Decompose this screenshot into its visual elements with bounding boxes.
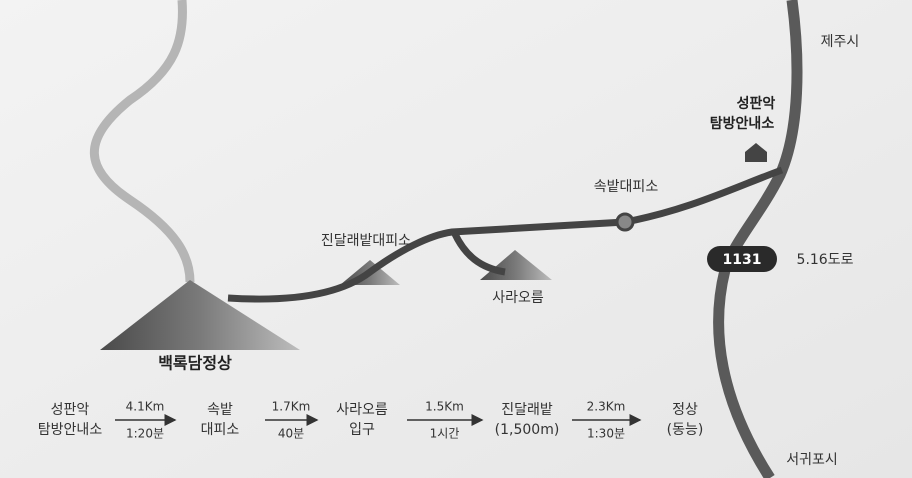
road-number: 1131: [723, 252, 762, 268]
shelter-node: [615, 212, 635, 232]
route-stop: (1,500m): [495, 422, 560, 438]
leg-time: 40분: [278, 427, 304, 441]
place-label: 백록담정상: [158, 354, 232, 373]
route-stop: 속밭: [207, 402, 233, 418]
trail-branch: [451, 232, 506, 276]
place-label: 5.16도로: [797, 252, 854, 268]
route-stop: 입구: [349, 422, 375, 438]
leg-time: 1:30분: [587, 427, 625, 441]
road-badge: [707, 246, 777, 272]
summit-mountain: [100, 280, 300, 350]
house-icon: [745, 143, 767, 162]
leg-distance: 1.7Km: [272, 400, 311, 414]
place-label: 탐방안내소: [710, 115, 775, 132]
route-stop: 대피소: [201, 422, 240, 438]
place-label: 사라오름: [492, 290, 544, 306]
route-stop: (동능): [667, 422, 704, 438]
place-label: 속밭대피소: [594, 179, 659, 195]
place-label: 성판악: [737, 95, 776, 112]
route-stop: 탐방안내소: [38, 422, 103, 438]
leg-distance: 2.3Km: [587, 400, 626, 414]
route-stop: 성판악: [51, 402, 90, 418]
route-stop: 사라오름: [336, 402, 388, 418]
place-label: 서귀포시: [786, 452, 838, 468]
route-stop: 정상: [672, 402, 698, 418]
old-trail: [89, 0, 195, 283]
leg-time: 1시간: [430, 427, 460, 441]
leg-time: 1:20분: [126, 427, 164, 441]
route-stop: 진달래밭: [501, 402, 553, 418]
leg-distance: 4.1Km: [126, 400, 165, 414]
place-label: 진달래밭대피소: [321, 233, 411, 249]
place-label: 제주시: [821, 34, 860, 50]
road-516: [713, 0, 803, 478]
leg-distance: 1.5Km: [425, 400, 464, 414]
trail: [227, 166, 784, 303]
